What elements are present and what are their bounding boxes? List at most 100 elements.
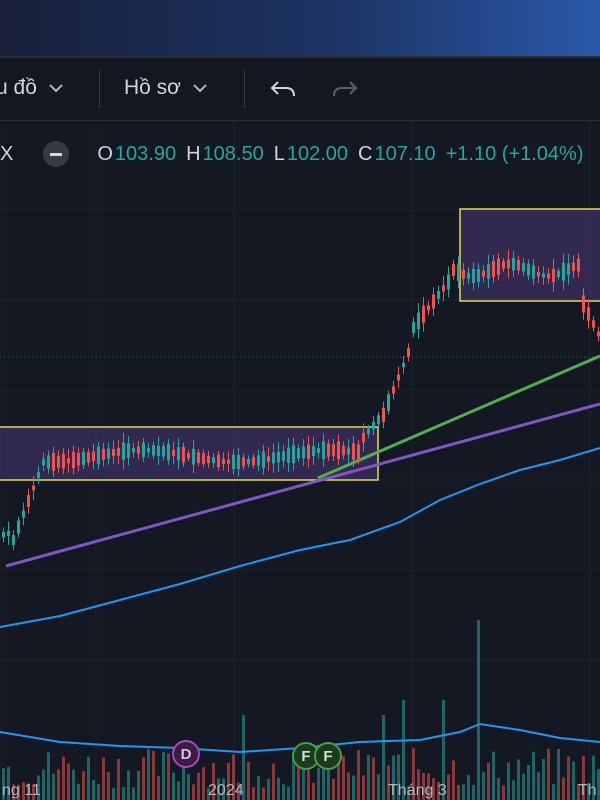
volume-bar — [117, 759, 120, 800]
volume-bar — [572, 761, 575, 800]
candle-body — [577, 258, 580, 272]
volume-bar — [582, 756, 585, 800]
change-value: +1.10 (+1.04%) — [445, 142, 584, 165]
volume-bar — [462, 784, 465, 800]
candle-body — [142, 442, 145, 458]
candle-body — [57, 455, 60, 468]
candle-body — [552, 268, 555, 283]
volume-bar — [312, 782, 315, 800]
candle-body — [322, 441, 325, 460]
candle-body — [342, 445, 345, 456]
volume-bar — [272, 763, 275, 800]
candle-body — [127, 443, 130, 458]
volume-bar — [92, 779, 95, 800]
trend-line — [5, 402, 600, 568]
volume-bar — [162, 751, 165, 800]
x-axis-label: Th — [578, 782, 597, 799]
volume-bar — [367, 754, 370, 800]
volume-bar — [247, 761, 250, 800]
app-header — [0, 0, 600, 58]
toolbar-divider — [99, 70, 100, 108]
candle-body — [387, 394, 390, 411]
volume-bar — [82, 771, 85, 800]
volume-bar — [292, 759, 295, 800]
candle-body — [277, 451, 280, 463]
volume-bar — [502, 785, 505, 800]
volume-bar — [382, 715, 385, 800]
candle-body — [237, 454, 240, 470]
candle-body — [212, 457, 215, 464]
candle-body — [537, 272, 540, 277]
candle-body — [97, 446, 100, 465]
ohlc-legend: X O 103.90 H 108.50 L 102.00 C 107.10 +1.10 … — [0, 140, 594, 168]
candle-body — [92, 451, 95, 462]
volume-bar — [477, 620, 480, 800]
undo-icon[interactable] — [268, 74, 298, 104]
candle-body — [532, 265, 535, 279]
volume-bar — [97, 783, 100, 800]
volume-bar — [392, 755, 395, 800]
volume-bar — [37, 775, 40, 800]
volume-bar — [517, 759, 520, 800]
candle-body — [427, 305, 430, 311]
candle-body — [72, 451, 75, 469]
candle-body — [12, 535, 15, 545]
candle-body — [207, 455, 210, 464]
volume-bar — [487, 762, 490, 800]
chevron-down-icon — [193, 84, 207, 93]
candle-body — [107, 448, 110, 459]
dividend-marker[interactable]: D — [172, 740, 200, 768]
candle-body — [197, 452, 200, 464]
volume-bar — [587, 783, 590, 800]
candle-body — [2, 531, 5, 538]
candle-body — [7, 530, 10, 536]
volume-bar — [457, 785, 460, 800]
volume-bar — [407, 786, 410, 800]
redo-icon[interactable] — [330, 74, 360, 104]
volume-bar — [147, 749, 150, 800]
volume-bar — [527, 764, 530, 800]
volume-bar — [562, 777, 565, 800]
candle-body — [297, 448, 300, 459]
volume-bar — [342, 756, 345, 800]
candle-body — [317, 448, 320, 453]
candle-body — [432, 294, 435, 309]
candle-body — [422, 305, 425, 324]
volume-bar — [497, 778, 500, 800]
symbol-label: X — [0, 142, 14, 165]
candle-body — [437, 290, 440, 299]
profile-menu-button[interactable]: Hồ sơ — [124, 76, 209, 100]
volume-bar — [362, 775, 365, 800]
volume-bar — [352, 775, 355, 800]
candle-body — [307, 444, 310, 459]
volume-bar — [347, 772, 350, 800]
volume-bar — [2, 768, 5, 800]
financials-marker[interactable]: F — [314, 742, 342, 770]
candle-body — [347, 447, 350, 455]
candle-body — [592, 320, 595, 328]
x-axis-label: ng 11 — [2, 782, 41, 799]
volume-bar — [357, 750, 360, 800]
volume-bar — [187, 774, 190, 800]
volume-bar — [112, 787, 115, 800]
candle-body — [292, 445, 295, 464]
price-chart[interactable] — [0, 121, 600, 800]
candle-body — [52, 453, 55, 471]
legend-collapse-button[interactable] — [43, 141, 70, 167]
chart-menu-label: u đồ — [0, 76, 37, 99]
candle-body — [37, 472, 40, 478]
chart-menu-button[interactable]: u đồ — [0, 76, 65, 100]
candle-body — [587, 307, 590, 321]
volume-bar — [107, 772, 110, 800]
low-label: L — [273, 142, 285, 165]
candle-body — [302, 446, 305, 459]
candle-body — [527, 263, 530, 276]
volume-bar — [57, 769, 60, 800]
close-value: 107.10 — [374, 142, 436, 165]
volume-bar — [597, 769, 600, 800]
volume-bar — [437, 782, 440, 800]
candle-body — [157, 445, 160, 456]
candle-body — [357, 444, 360, 461]
candle-body — [412, 321, 415, 333]
volume-bar — [87, 756, 90, 800]
